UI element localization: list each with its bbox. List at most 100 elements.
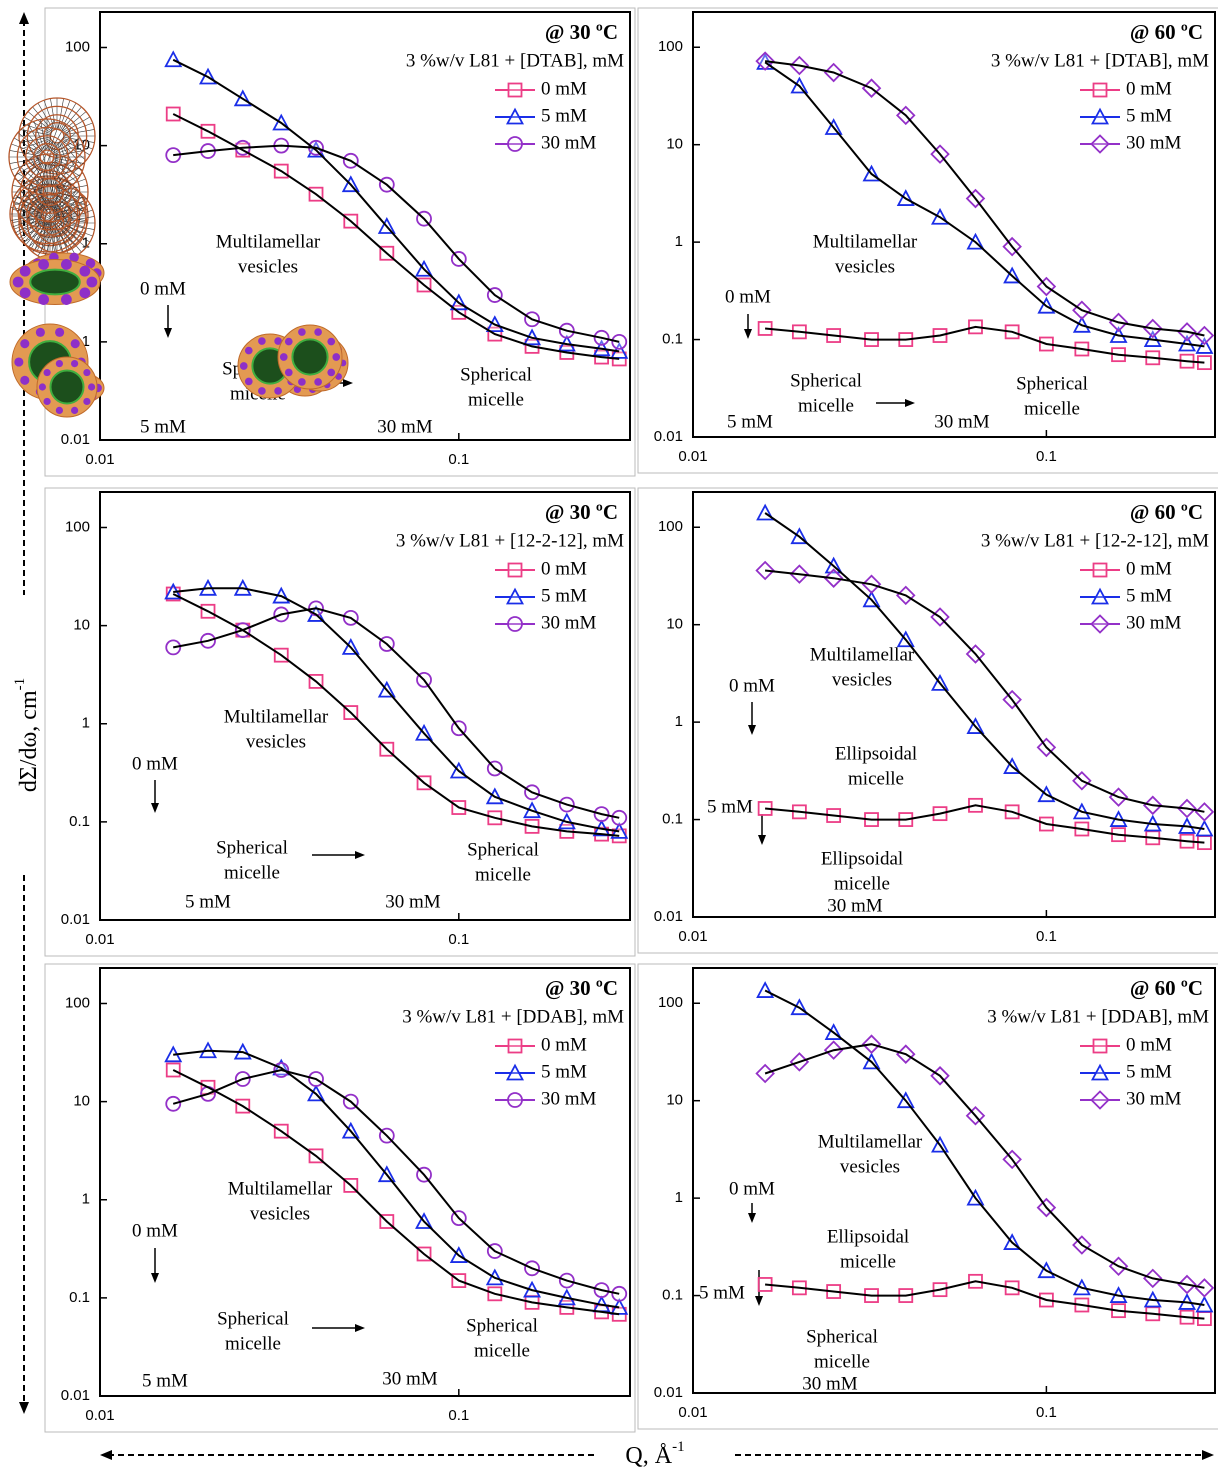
icon-headgroup — [56, 407, 63, 414]
legend-label: 30 mM — [1126, 1088, 1182, 1109]
marker — [1196, 803, 1213, 820]
icon-headgroup — [79, 266, 90, 277]
chart-title: @ 30 ºC — [545, 500, 618, 524]
y-tick-label: 10 — [73, 1093, 90, 1110]
marker — [508, 137, 522, 151]
arrow-head — [748, 1213, 756, 1223]
icon-headgroup — [43, 369, 50, 376]
icon-headgroup — [87, 277, 98, 288]
x-tick-label: 0.1 — [448, 931, 469, 948]
annotation: Spherical — [460, 364, 532, 385]
arrow-head — [755, 1296, 763, 1306]
annotation: Multilamellar — [224, 706, 329, 727]
annotation: micelle — [225, 1333, 281, 1354]
icon-headgroup — [13, 277, 24, 288]
annotation: micelle — [840, 1251, 896, 1272]
x-tick-label: 0.01 — [678, 928, 707, 945]
legend-label: 0 mM — [541, 78, 587, 99]
icon-headgroup — [285, 338, 293, 346]
arrow-head — [748, 725, 756, 735]
icon-headgroup — [71, 339, 80, 348]
y-tick-label: 10 — [666, 136, 683, 153]
icon-headgroup — [327, 369, 335, 377]
annotation: micelle — [475, 864, 531, 885]
legend-label: 5 mM — [1126, 1061, 1172, 1082]
marker — [612, 811, 626, 825]
marker — [508, 617, 522, 631]
annotation: vesicles — [246, 731, 306, 752]
marker — [1092, 136, 1109, 153]
icon-headgroup — [332, 353, 340, 361]
plot-area — [693, 492, 1215, 917]
legend-label: 0 mM — [1126, 78, 1172, 99]
marker — [612, 335, 626, 349]
legend-label: 5 mM — [1126, 585, 1172, 606]
annotation: Ellipsoidal — [821, 848, 903, 869]
legend-title: 3 %w/v L81 + [DDAB], mM — [987, 1006, 1209, 1027]
icon-headgroup — [20, 266, 31, 277]
icon-headgroup — [38, 259, 49, 270]
annotation: Ellipsoidal — [835, 743, 917, 764]
annotation: 5 mM — [185, 891, 231, 912]
plot-area — [100, 968, 630, 1396]
x-axis-label-sup: -1 — [672, 1439, 685, 1455]
y-tick-label: 0.01 — [654, 908, 683, 925]
chart-title: @ 30 ºC — [545, 20, 618, 44]
icon-core — [30, 270, 80, 295]
marker — [1196, 327, 1213, 344]
icon-headgroup — [38, 294, 49, 305]
arrow-head — [1202, 1450, 1214, 1460]
marker — [1094, 564, 1107, 577]
annotation: Spherical — [790, 370, 862, 391]
annotation: Spherical — [216, 837, 288, 858]
chart-title: @ 60 ºC — [1130, 976, 1203, 1000]
legend-title: 3 %w/v L81 + [12-2-12], mM — [981, 530, 1209, 551]
y-tick-label: 10 — [666, 1092, 683, 1109]
annotation: 0 mM — [132, 753, 178, 774]
annotation: 5 mM — [142, 1370, 188, 1391]
annotation: 0 mM — [132, 1220, 178, 1241]
icon-headgroup — [14, 357, 23, 366]
annotation: Spherical — [217, 1308, 289, 1329]
annotation: vesicles — [832, 669, 892, 690]
annotation: 5 mM — [699, 1282, 745, 1303]
annotation: Spherical — [467, 839, 539, 860]
y-axis-label: dΣ/dω, cm-1 — [12, 678, 41, 792]
chart-title: @ 60 ºC — [1130, 500, 1203, 524]
y-tick-label: 0.01 — [61, 431, 90, 448]
chart-title: @ 60 ºC — [1130, 20, 1203, 44]
icon-headgroup — [56, 360, 63, 367]
icon-headgroup — [83, 369, 90, 376]
icon-headgroup — [71, 360, 78, 367]
legend-label: 5 mM — [541, 1061, 587, 1082]
y-tick-label: 0.1 — [69, 1289, 90, 1306]
y-tick-label: 100 — [658, 518, 683, 535]
y-tick-label: 0.01 — [654, 428, 683, 445]
annotation: micelle — [814, 1351, 870, 1372]
x-tick-label: 0.01 — [85, 451, 114, 468]
annotation: Ellipsoidal — [827, 1226, 909, 1247]
annotation: micelle — [848, 768, 904, 789]
marker — [508, 1093, 522, 1107]
arrow-head — [744, 329, 752, 339]
arrow-head — [905, 399, 915, 407]
y-tick-label: 0.1 — [662, 331, 683, 348]
annotation: vesicles — [840, 1156, 900, 1177]
x-tick-label: 0.1 — [1036, 448, 1057, 465]
icon-headgroup — [83, 398, 90, 405]
arrow-head — [355, 1324, 365, 1332]
icon-headgroup — [71, 407, 78, 414]
annotation: micelle — [798, 395, 854, 416]
y-tick-label: 0.1 — [662, 811, 683, 828]
y-axis-label-sup: -1 — [12, 678, 28, 691]
annotation: Multilamellar — [228, 1178, 333, 1199]
icon-headgroup — [88, 383, 95, 390]
marker — [1094, 84, 1107, 97]
legend-label: 30 mM — [541, 1088, 597, 1109]
annotation: micelle — [474, 1340, 530, 1361]
icon-headgroup — [20, 287, 31, 298]
arrow-head — [164, 328, 172, 338]
annotation: 0 mM — [729, 1178, 775, 1199]
legend-label: 5 mM — [1126, 105, 1172, 126]
plot-area — [100, 492, 630, 920]
